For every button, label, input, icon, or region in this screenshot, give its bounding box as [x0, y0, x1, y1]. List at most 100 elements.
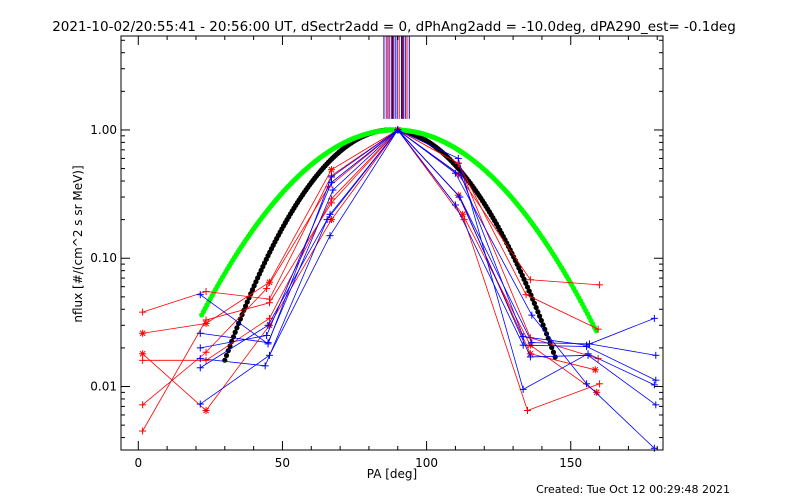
curve-point — [540, 322, 546, 328]
series-2 — [139, 126, 601, 396]
curve-point — [542, 326, 548, 332]
chart-title: 2021-10-02/20:55:41 - 20:56:00 UT, dSect… — [52, 19, 736, 35]
created-timestamp: Created: Tue Oct 12 00:29:48 2021 — [536, 483, 730, 496]
data-point — [196, 400, 204, 408]
data-point — [524, 407, 531, 415]
curve-point — [234, 325, 240, 331]
data-point — [139, 427, 147, 435]
model-curves — [199, 127, 599, 363]
data-point — [139, 350, 147, 358]
data-point — [596, 380, 604, 388]
curve-point — [253, 279, 259, 285]
x-tick-label: 50 — [275, 456, 290, 470]
data-point — [265, 351, 273, 359]
data-point — [196, 355, 204, 363]
data-point — [139, 356, 147, 364]
data-point — [451, 201, 459, 209]
data-point — [139, 401, 147, 409]
data-point — [650, 381, 658, 389]
data-point — [261, 362, 269, 370]
data-point — [326, 210, 334, 218]
series-line — [142, 129, 597, 393]
data-point — [202, 356, 210, 364]
data-point — [456, 193, 464, 201]
data-point — [264, 321, 272, 329]
y-tick-label: 1.00 — [90, 123, 117, 137]
data-point — [526, 353, 534, 361]
data-point — [652, 376, 660, 384]
data-point — [594, 325, 602, 333]
data-point — [583, 380, 591, 388]
plot-frame — [120, 35, 664, 451]
black-model-curve — [222, 127, 558, 363]
data-point — [519, 385, 527, 393]
curve-point — [227, 343, 233, 349]
curve-point — [550, 349, 557, 355]
data-point — [519, 333, 527, 341]
data-point — [593, 388, 601, 396]
series-line — [200, 129, 655, 449]
data-point — [522, 291, 530, 299]
series-8 — [196, 126, 660, 359]
data-point — [327, 199, 335, 207]
curve-point — [549, 344, 555, 351]
data-point — [329, 186, 337, 194]
curve-point — [537, 313, 543, 319]
x-tick-label: 0 — [134, 456, 142, 470]
axes: 0 50 100 150 0.01 0.10 1.00 — [90, 36, 663, 470]
data-point — [196, 364, 204, 372]
curve-point — [523, 280, 529, 286]
curve-point — [533, 304, 539, 311]
data-point — [584, 351, 592, 359]
y-axis-label: nflux [#/(cm^2 s sr MeV)] — [71, 165, 85, 322]
y-tick-label: 0.01 — [90, 380, 117, 394]
curve-point — [552, 354, 558, 360]
data-point — [196, 291, 204, 299]
data-point — [202, 407, 210, 415]
series-11 — [196, 126, 660, 409]
data-point — [460, 216, 468, 224]
data-point — [583, 343, 591, 351]
series-line — [142, 129, 600, 432]
vertical-marker-lines — [383, 36, 410, 119]
series-3 — [139, 126, 602, 364]
series-5 — [139, 126, 604, 435]
curve-point — [232, 329, 238, 335]
data-point — [394, 126, 402, 134]
data-point — [263, 331, 271, 339]
curve-point — [230, 334, 237, 340]
data-point — [650, 314, 658, 322]
data-point — [454, 154, 462, 162]
data-point — [591, 366, 599, 374]
data-point — [652, 351, 660, 359]
data-point — [139, 308, 147, 316]
data-point — [596, 281, 604, 289]
data-point — [451, 169, 459, 177]
data-point — [139, 329, 147, 337]
data-point — [327, 166, 335, 174]
curve-point — [538, 317, 544, 324]
curve-point — [521, 276, 527, 282]
curve-point — [535, 309, 541, 315]
curve-point — [530, 296, 536, 302]
data-point — [264, 339, 272, 347]
curve-point — [531, 300, 538, 306]
curve-point — [223, 352, 230, 359]
data-point — [263, 285, 271, 293]
data-series — [139, 126, 660, 452]
data-point — [202, 288, 210, 296]
data-point — [652, 401, 660, 409]
data-point — [327, 178, 335, 186]
series-line — [142, 129, 596, 412]
series-4 — [139, 126, 599, 415]
data-point — [528, 339, 536, 347]
curve-point — [251, 283, 257, 289]
x-tick-label: 100 — [415, 456, 438, 470]
curve-point — [249, 287, 256, 293]
data-point — [526, 276, 534, 284]
data-point — [650, 444, 658, 452]
series-line — [142, 129, 599, 361]
series-line — [142, 129, 599, 406]
green-model-curve — [199, 127, 599, 334]
